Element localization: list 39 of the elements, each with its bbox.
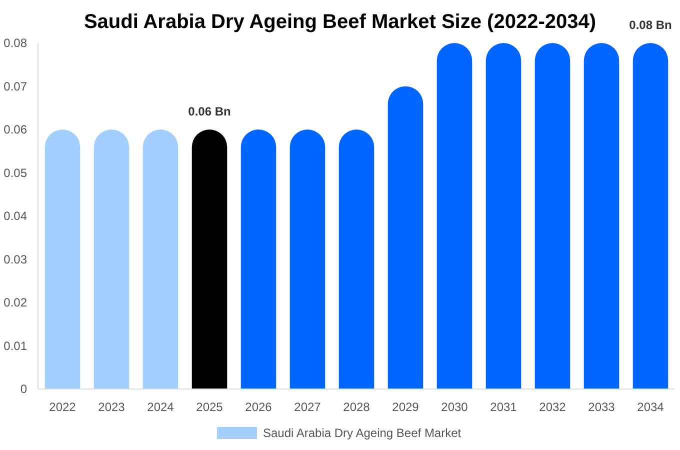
x-tick-label: 2029 (392, 400, 420, 414)
x-tick-label: 2022 (49, 400, 76, 414)
y-tick-label: 0.05 (4, 166, 28, 180)
y-tick-label: 0.03 (4, 252, 28, 266)
legend-label: Saudi Arabia Dry Ageing Beef Market (263, 426, 462, 440)
data-label: 0.08 Bn (629, 18, 672, 32)
x-tick-label: 2034 (637, 400, 664, 414)
y-tick-label: 0.02 (4, 296, 28, 310)
bar (388, 86, 424, 389)
data-label: 0.06 Bn (188, 104, 231, 118)
x-tick-label: 2033 (588, 400, 616, 414)
bar (584, 43, 620, 389)
x-tick-label: 2025 (196, 400, 224, 414)
bar (94, 130, 130, 389)
bar (240, 130, 276, 389)
y-tick-label: 0 (20, 382, 28, 396)
bar (44, 130, 80, 389)
bar (486, 43, 522, 389)
x-tick-label: 2027 (294, 400, 322, 414)
y-tick-label: 0.07 (4, 79, 28, 94)
y-tick-label: 0.01 (4, 338, 28, 353)
x-tick-label: 2023 (98, 400, 126, 414)
x-tick-label: 2032 (539, 400, 566, 414)
x-tick-label: 2026 (245, 400, 272, 414)
bar (192, 130, 228, 389)
x-tick-label: 2024 (147, 400, 174, 414)
y-tick-label: 0.08 (4, 36, 28, 50)
x-tick-label: 2028 (343, 400, 370, 414)
y-tick-label: 0.04 (4, 209, 28, 224)
chart-title: Saudi Arabia Dry Ageing Beef Market Size (2022-2034) (84, 11, 596, 33)
bar (290, 130, 326, 389)
x-tick-label: 2030 (441, 400, 468, 414)
bar (534, 43, 570, 389)
bar (338, 130, 374, 389)
bar (632, 43, 668, 389)
y-tick-label: 0.06 (4, 122, 28, 137)
x-tick-label: 2031 (490, 400, 518, 414)
bar (142, 130, 178, 389)
bar (436, 43, 472, 389)
